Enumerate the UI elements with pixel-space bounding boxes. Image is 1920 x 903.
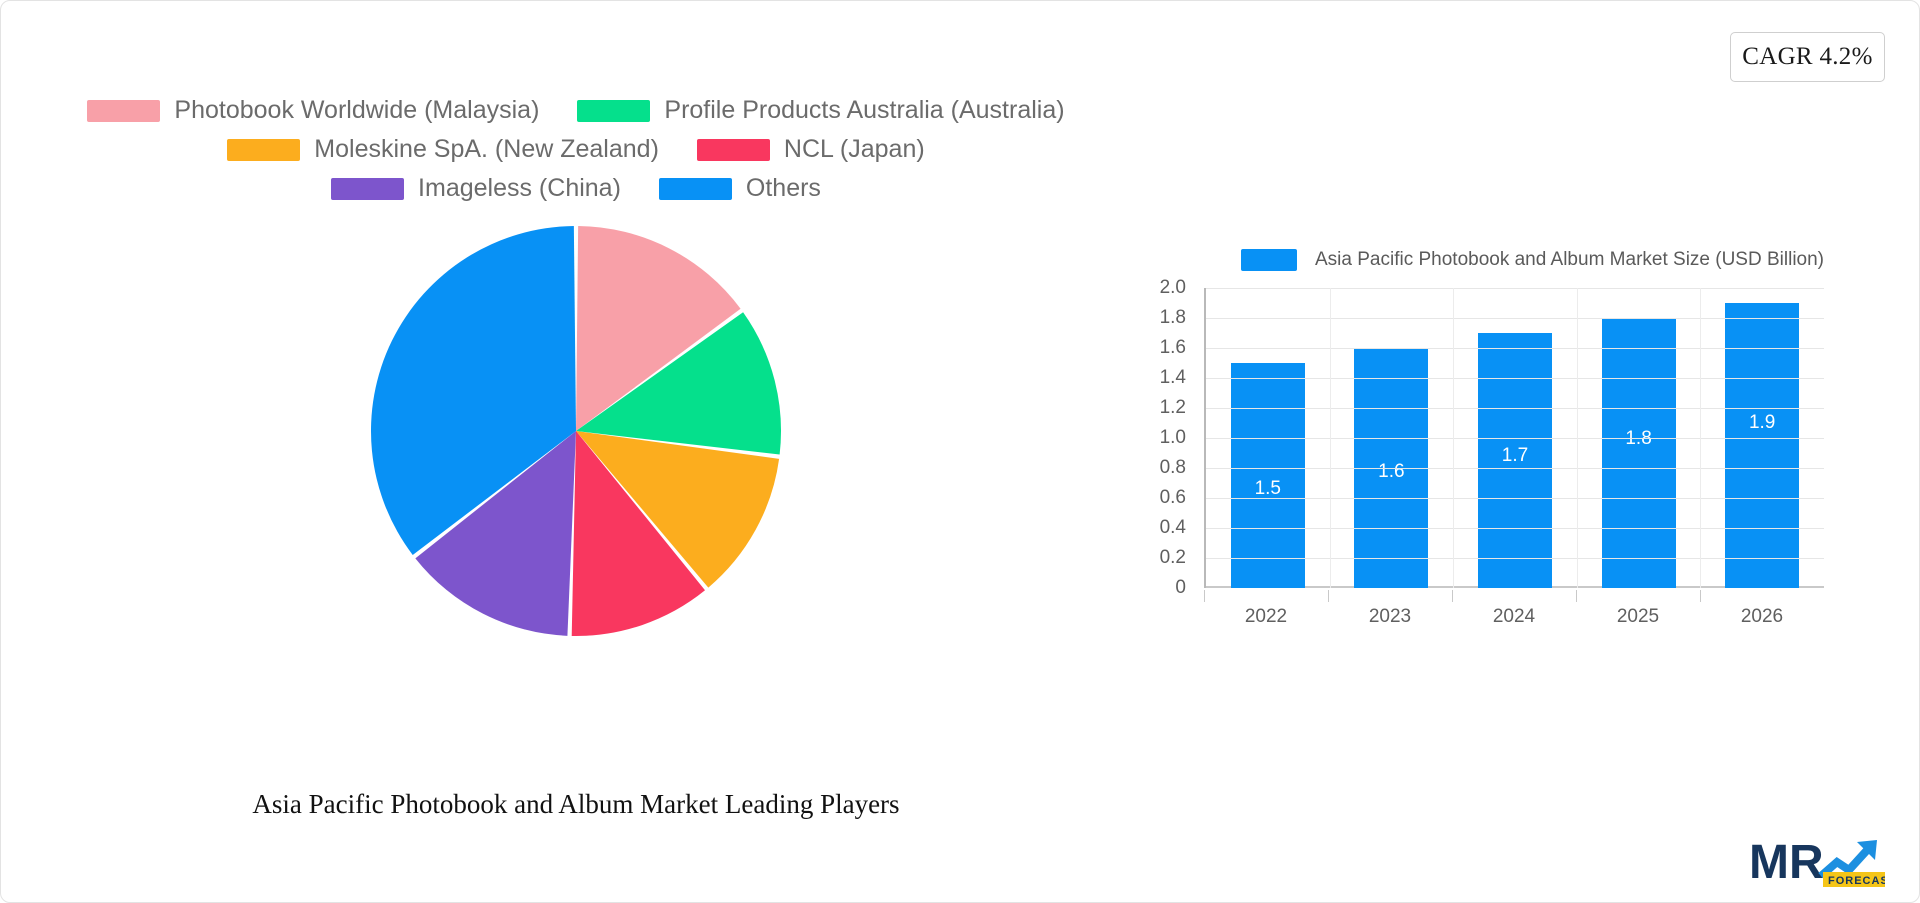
x-axis: 2022 2023 2024 2025 2026 — [1204, 590, 1824, 630]
mr-forecast-logo: MR FORECAST — [1749, 832, 1896, 889]
pie-legend-swatch — [658, 177, 732, 200]
pie-slice[interactable] — [370, 226, 576, 555]
gridline — [1206, 558, 1824, 559]
y-axis-tick-label: 0.6 — [1159, 487, 1186, 508]
bar-value-label: 1.7 — [1501, 444, 1529, 466]
pie-legend-swatch — [577, 99, 651, 122]
y-axis-tick-label: 0 — [1175, 577, 1186, 598]
gridline — [1206, 468, 1824, 469]
vertical-gridline — [1453, 288, 1455, 588]
logo-arrow-head-icon — [1857, 840, 1877, 860]
pie-legend-row: Moleskine SpA. (New Zealand) NCL (Japan) — [31, 135, 1121, 164]
bar-chart-panel: Asia Pacific Photobook and Album Market … — [1146, 244, 1886, 674]
pie-legend-swatch — [331, 177, 405, 200]
pie-chart-area — [1, 221, 1151, 751]
x-axis-tick-label: 2024 — [1452, 590, 1576, 630]
bar-chart-plot: 0 0.2 0.4 0.6 0.8 1.0 1.2 1.4 1.6 1.8 2.0 1.5 1.6 1.… — [1146, 277, 1886, 630]
logo-wordmark: MR — [1749, 836, 1824, 888]
gridline — [1206, 378, 1824, 379]
vertical-gridline — [1576, 288, 1578, 588]
bar[interactable]: 1.7 — [1477, 333, 1552, 588]
pie-legend: Photobook Worldwide (Malaysia) Profile Pr… — [1, 96, 1151, 203]
pie-slice[interactable] — [571, 431, 706, 637]
bar-value-label: 1.9 — [1748, 411, 1776, 433]
pie-legend-item[interactable]: Photobook Worldwide (Malaysia) — [87, 96, 539, 125]
pie-legend-item[interactable]: Moleskine SpA. (New Zealand) — [227, 135, 659, 164]
y-axis-tick-label: 1.8 — [1159, 307, 1186, 328]
bar-slot: 1.8 — [1577, 288, 1701, 588]
pie-chart-panel: Photobook Worldwide (Malaysia) Profile Pr… — [1, 96, 1151, 836]
y-axis-tick-label: 1.2 — [1159, 397, 1186, 418]
pie-legend-label: Photobook Worldwide (Malaysia) — [174, 96, 540, 124]
bar-value-label: 1.8 — [1625, 428, 1652, 449]
pie-legend-label: Moleskine SpA. (New Zealand) — [314, 135, 659, 163]
x-axis-tick-mark — [1328, 590, 1329, 602]
y-axis-tick-label: 2.0 — [1159, 277, 1186, 298]
pie-legend-item[interactable]: NCL (Japan) — [696, 135, 925, 164]
y-axis-tick-label: 0.2 — [1159, 547, 1186, 568]
bar-slot: 1.5 — [1206, 288, 1330, 588]
bar-legend-swatch — [1241, 249, 1297, 271]
x-axis-tick-label: 2023 — [1328, 590, 1452, 630]
gridline — [1206, 528, 1824, 529]
cagr-badge-label: CAGR 4.2% — [1742, 43, 1873, 70]
bar-slot: 1.7 — [1453, 288, 1577, 588]
pie-legend-swatch — [227, 138, 301, 161]
y-axis: 0 0.2 0.4 0.6 0.8 1.0 1.2 1.4 1.6 1.8 2.0 — [1146, 277, 1194, 598]
bar-value-label: 1.5 — [1254, 477, 1282, 499]
pie-slice[interactable] — [576, 312, 781, 455]
pie-legend-row: Imageless (China) Others — [31, 174, 1121, 203]
y-axis-tick-label: 0.4 — [1159, 517, 1186, 538]
bar-legend-label: Asia Pacific Photobook and Album Market … — [1315, 249, 1825, 270]
bar[interactable]: 1.9 — [1725, 303, 1800, 588]
pie-legend-row: Photobook Worldwide (Malaysia) Profile Pr… — [31, 96, 1121, 125]
logo-forecast-badge — [1823, 872, 1885, 887]
vertical-gridline — [1329, 288, 1331, 588]
gridline — [1206, 288, 1824, 289]
y-axis-tick-label: 1.6 — [1159, 337, 1186, 358]
x-axis-tick-mark — [1204, 590, 1205, 602]
pie-slice[interactable] — [415, 431, 576, 636]
pie-legend-item[interactable]: Others — [658, 174, 821, 203]
pie-slice[interactable] — [576, 431, 780, 588]
pie-legend-swatch — [87, 99, 161, 122]
vertical-gridline — [1700, 288, 1702, 588]
bar-slot: 1.9 — [1700, 288, 1824, 588]
pie-chart-svg — [370, 226, 781, 637]
pie-legend-item[interactable]: Profile Products Australia (Australia) — [577, 96, 1065, 125]
y-axis-tick-label: 1.4 — [1159, 367, 1186, 388]
pie-legend-swatch — [696, 138, 770, 161]
y-axis-tick-label: 1.0 — [1159, 427, 1186, 448]
logo-trend-arrow-icon — [1818, 845, 1872, 880]
x-axis-tick-label: 2022 — [1204, 590, 1328, 630]
x-axis-tick-mark — [1700, 590, 1701, 602]
gridline — [1206, 408, 1824, 409]
pie-legend-label: NCL (Japan) — [783, 135, 925, 163]
pie-legend-label: Others — [745, 174, 821, 202]
cagr-badge: CAGR 4.2% — [1730, 32, 1885, 82]
plot-grid: 1.5 1.6 1.7 1.8 1.9 — [1204, 288, 1824, 588]
logo-forecast-text: FORECAST — [1828, 875, 1885, 887]
pie-chart-title: Asia Pacific Photobook and Album Market … — [252, 789, 900, 819]
gridline — [1206, 498, 1824, 499]
x-axis-tick-label: 2025 — [1576, 590, 1700, 630]
bar[interactable]: 1.5 — [1230, 363, 1305, 588]
x-axis-tick-mark — [1576, 590, 1577, 602]
pie-legend-item[interactable]: Imageless (China) — [331, 174, 621, 203]
y-axis-tick-label: 0.8 — [1159, 457, 1186, 478]
x-axis-tick-label: 2026 — [1700, 590, 1824, 630]
gridline — [1206, 348, 1824, 349]
gridline — [1206, 318, 1824, 319]
logo-svg: MR FORECAST — [1749, 836, 1896, 889]
gridline — [1206, 438, 1824, 439]
pie-legend-label: Profile Products Australia (Australia) — [664, 96, 1065, 124]
bar-chart-legend: Asia Pacific Photobook and Album Market … — [1146, 244, 1886, 276]
x-axis-tick-mark — [1452, 590, 1453, 602]
pie-legend-label: Imageless (China) — [418, 174, 621, 202]
bar[interactable]: 1.8 — [1601, 318, 1676, 588]
pie-slice[interactable] — [576, 226, 741, 431]
bar-value-label: 1.6 — [1378, 461, 1405, 482]
